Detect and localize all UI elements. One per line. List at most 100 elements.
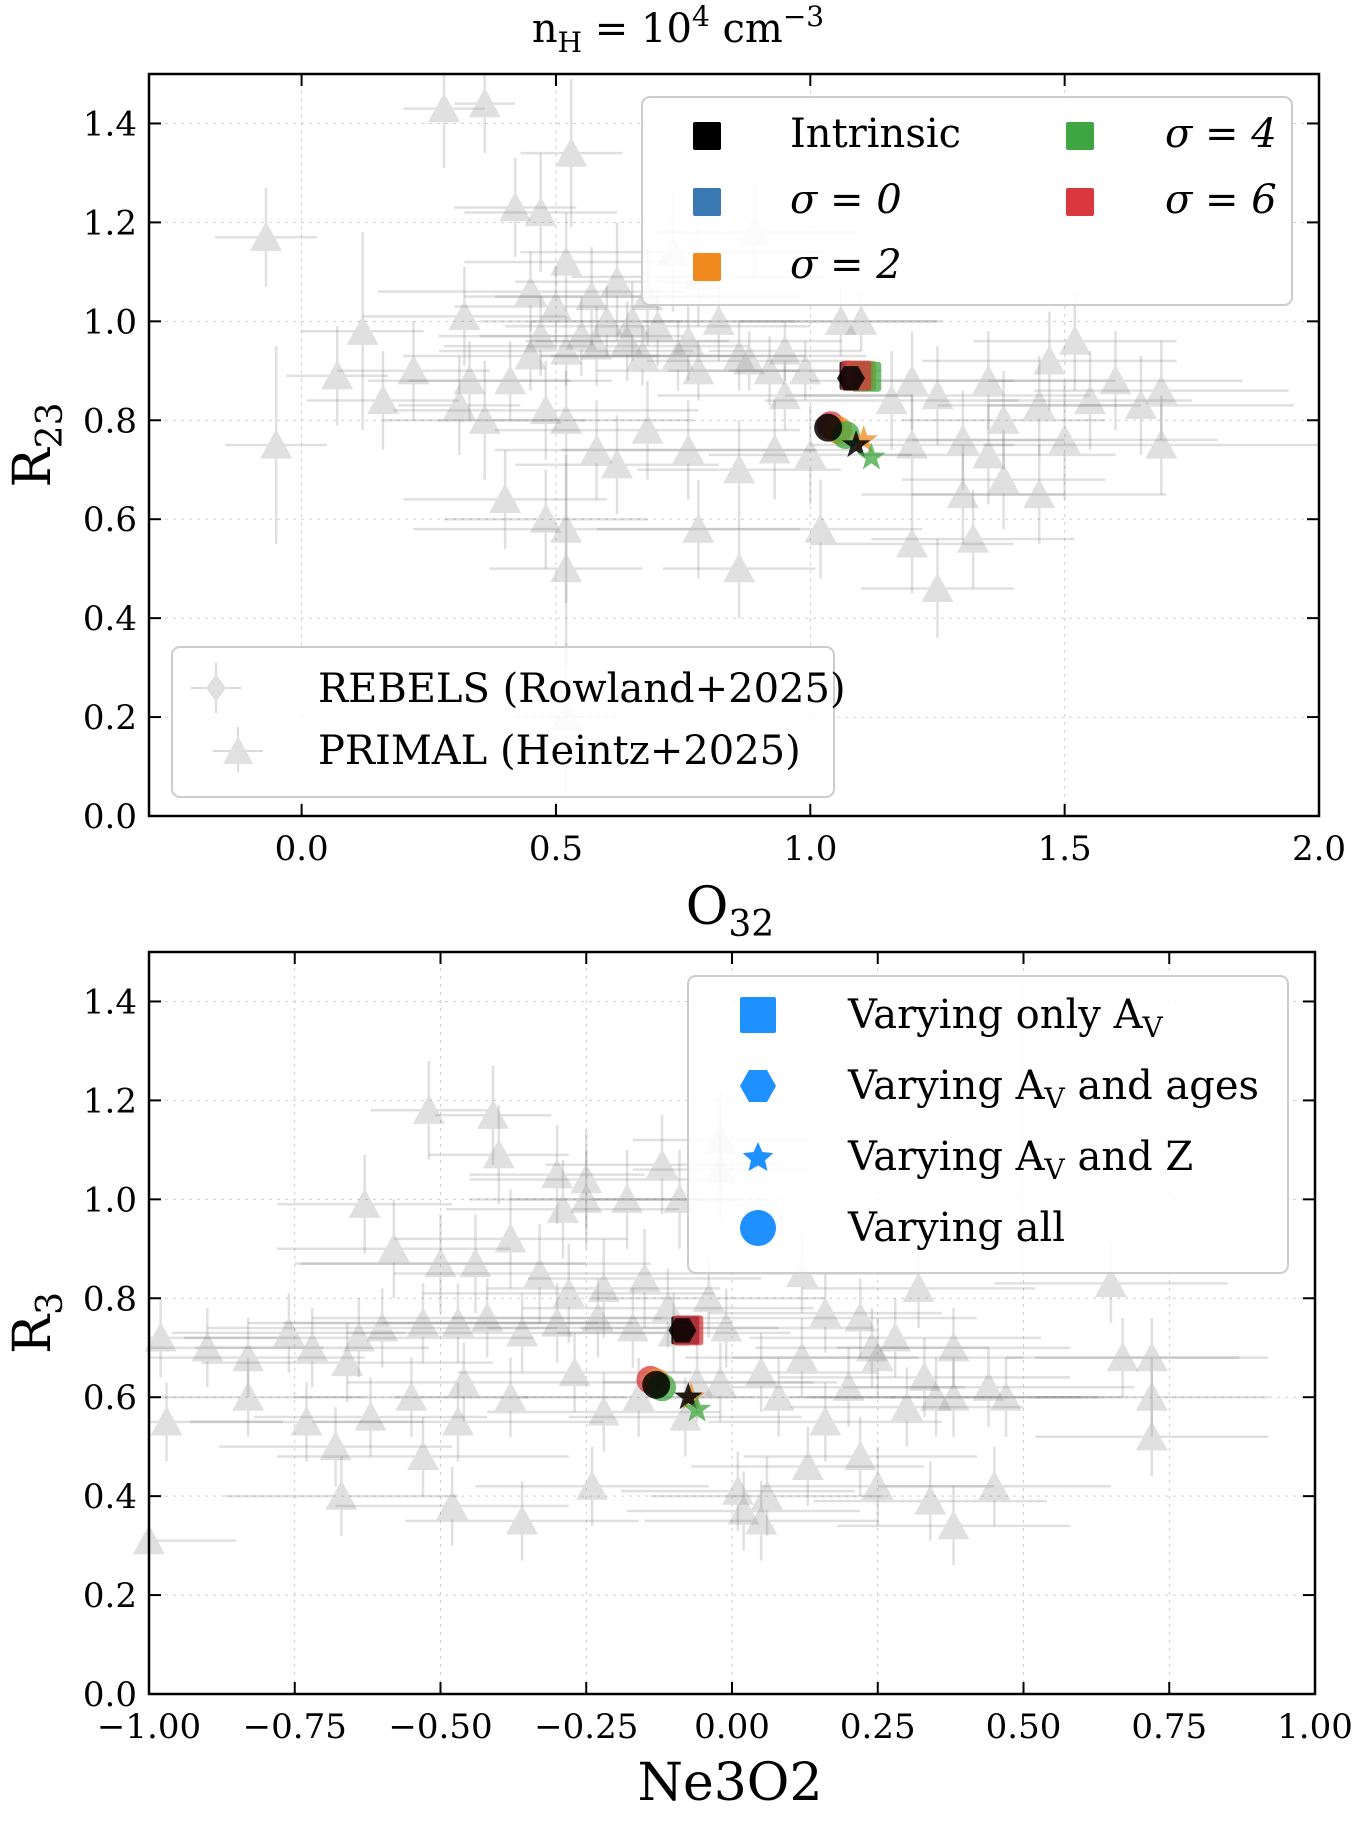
observation-marker xyxy=(552,1277,585,1307)
observation-point xyxy=(662,1357,896,1437)
model-point-intrinsic-star xyxy=(841,430,871,458)
observation-marker xyxy=(957,522,990,553)
observation-point xyxy=(283,1283,633,1363)
observation-point xyxy=(438,296,643,376)
observation-point xyxy=(861,538,1014,638)
observation-point xyxy=(347,1342,581,1422)
y-tick-label: 0.8 xyxy=(83,401,137,441)
observation-point xyxy=(836,1486,1071,1566)
y-tick-label: 1.2 xyxy=(83,1081,137,1121)
x-tick-label: 1.0 xyxy=(783,829,837,869)
observation-marker xyxy=(1145,374,1178,405)
observation-point xyxy=(434,1065,552,1165)
observation-marker xyxy=(524,196,557,227)
y-tick-label: 0.0 xyxy=(83,1675,137,1715)
observation-marker xyxy=(494,1222,527,1253)
observation-marker xyxy=(570,1183,603,1213)
star-icon xyxy=(742,1142,774,1171)
observation-marker xyxy=(804,513,837,543)
circle-icon xyxy=(740,1210,776,1246)
observation-marker xyxy=(506,1316,539,1347)
observation-marker xyxy=(1135,1420,1168,1451)
observation-marker xyxy=(319,1430,352,1461)
observation-point xyxy=(438,316,694,386)
observation-marker xyxy=(745,1356,778,1387)
observation-point xyxy=(644,1332,878,1413)
observation-marker xyxy=(575,280,608,311)
y-tick-label: 1.2 xyxy=(83,203,137,243)
observation-marker xyxy=(758,433,791,464)
observation-marker xyxy=(809,1297,842,1327)
observation-marker xyxy=(721,1475,754,1505)
observation-point xyxy=(755,1308,989,1388)
observation-point xyxy=(469,1130,703,1230)
observation-point xyxy=(912,380,1218,500)
observation-marker xyxy=(987,404,1020,434)
legend-label-primal: PRIMAL (Heintz+2025) xyxy=(318,728,801,774)
observation-point xyxy=(698,400,851,500)
legend-marker-sigma6 xyxy=(1066,188,1094,216)
grid xyxy=(149,952,1315,1694)
observation-marker xyxy=(428,92,461,123)
observation-marker xyxy=(1106,1341,1139,1372)
observation-point xyxy=(423,1243,715,1343)
observation-marker xyxy=(260,429,293,459)
observation-marker xyxy=(791,1450,824,1481)
observation-marker xyxy=(682,513,715,543)
legend-marker-sigma2 xyxy=(693,253,721,281)
figure-title: nH = 104 cm−3 xyxy=(532,0,824,59)
observation-marker xyxy=(541,1307,574,1337)
observation-point xyxy=(454,158,577,258)
legend-label-only-av: Varying only AV xyxy=(847,992,1164,1044)
observation-marker xyxy=(875,384,908,415)
observation-point xyxy=(836,1308,1071,1388)
observation-marker xyxy=(346,315,379,345)
observation-point xyxy=(403,74,485,168)
observation-marker xyxy=(946,478,979,509)
axis-ticks: 0.0 0.5 1.0 1.5 2.0 0.0 0.2 0.4 0.6 0.8 1.0 1.2 1.4 xyxy=(83,74,1346,869)
observation-marker xyxy=(990,1381,1023,1411)
observation-point xyxy=(224,1456,458,1536)
observation-marker xyxy=(550,245,583,276)
x-tick-label: 0.75 xyxy=(1131,1707,1207,1747)
observation-marker xyxy=(331,1346,364,1377)
observation-marker xyxy=(1094,1267,1127,1298)
observation-marker xyxy=(601,265,633,296)
observation-marker xyxy=(580,330,613,360)
observation-marker xyxy=(785,1341,818,1372)
observation-marker xyxy=(1048,424,1081,454)
observation-marker xyxy=(641,310,674,340)
observation-marker xyxy=(682,354,715,385)
legend-label-av-ages: Varying AV and ages xyxy=(847,1063,1259,1115)
model-point-sigma4-star xyxy=(857,442,886,470)
observation-point xyxy=(479,281,785,361)
observation-point xyxy=(347,1293,698,1373)
observation-point xyxy=(535,301,841,381)
observation-point xyxy=(172,1293,406,1373)
observation-marker xyxy=(550,404,583,434)
observation-point xyxy=(393,1189,628,1289)
observation-marker xyxy=(824,305,857,335)
observation-marker xyxy=(723,339,756,370)
observation-point xyxy=(428,1105,569,1205)
model-points xyxy=(636,1315,712,1422)
observation-marker xyxy=(191,1331,224,1362)
observation-marker xyxy=(476,1099,509,1129)
observation-point xyxy=(487,1288,779,1368)
observation-point xyxy=(525,301,729,381)
observation-marker xyxy=(844,1302,877,1332)
observation-marker xyxy=(590,305,623,335)
observation-point xyxy=(530,286,684,356)
observation-marker xyxy=(546,1193,579,1223)
observation-point xyxy=(708,1382,942,1462)
observation-marker xyxy=(541,1158,574,1189)
observation-marker xyxy=(144,1321,177,1352)
observation-marker xyxy=(482,1138,515,1169)
observation-point xyxy=(644,1481,878,1561)
observation-marker xyxy=(1023,389,1056,420)
observation-point xyxy=(877,1446,1111,1526)
observation-marker xyxy=(459,1247,492,1278)
observation-marker xyxy=(580,433,613,464)
x-tick-label: 0.00 xyxy=(694,1707,770,1747)
x-axis-label: O32 xyxy=(686,877,774,945)
